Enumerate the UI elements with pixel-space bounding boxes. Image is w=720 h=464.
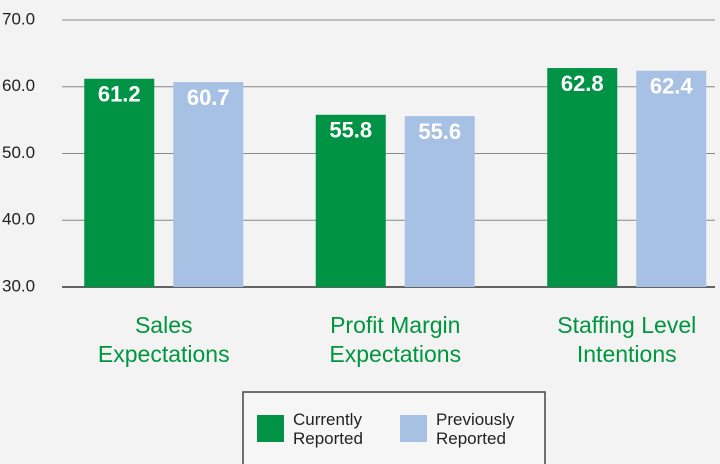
x-tick-label: Profit Margin Expectations — [329, 312, 461, 367]
legend-box — [242, 391, 546, 464]
legend-label: Previously Reported — [436, 410, 515, 448]
value-label: 61.2 — [98, 82, 141, 107]
y-tick-label: 30.0 — [2, 276, 35, 295]
bar — [315, 114, 386, 287]
value-label: 62.4 — [650, 74, 694, 99]
legend-swatch — [257, 415, 284, 442]
y-tick-label: 40.0 — [2, 210, 35, 229]
value-label: 62.8 — [561, 71, 604, 96]
legend-label: Currently Reported — [293, 410, 363, 448]
y-tick-label: 60.0 — [2, 76, 35, 95]
y-tick-label: 50.0 — [2, 143, 35, 162]
x-tick-label: Staffing Level Intentions — [557, 312, 696, 367]
bar — [547, 68, 618, 287]
value-label: 60.7 — [187, 85, 230, 110]
value-label: 55.6 — [418, 119, 461, 144]
bar — [173, 82, 244, 287]
value-label: 55.8 — [329, 118, 372, 143]
x-tick-label: Sales Expectations — [98, 312, 230, 367]
y-tick-label: 70.0 — [2, 9, 35, 28]
bar — [404, 116, 475, 288]
bar — [84, 78, 155, 288]
bar — [636, 70, 707, 287]
legend-swatch — [400, 415, 427, 442]
